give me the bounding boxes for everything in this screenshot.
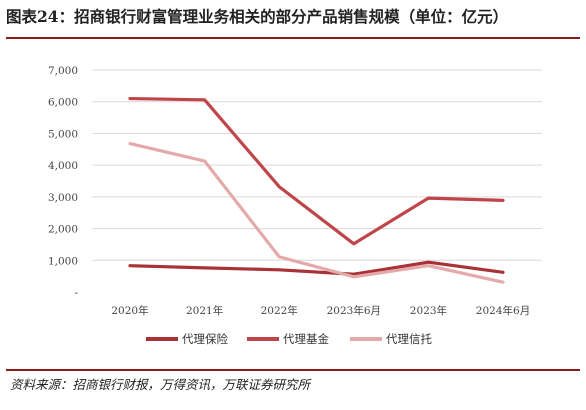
series-lines <box>128 96 505 284</box>
series-line <box>128 96 505 246</box>
y-axis-ticks: - 1,000 2,000 3,000 4,000 5,000 6,000 7,000 <box>48 65 79 299</box>
line-chart: - 1,000 2,000 3,000 4,000 5,000 6,000 7,000 202… <box>48 65 542 346</box>
y-tick-label: 6,000 <box>48 97 78 109</box>
source-divider <box>6 369 580 371</box>
y-tick-label: 3,000 <box>48 192 78 204</box>
x-axis-ticks: 2020年 2021年 2022年 2023年6月 2023年 2024年6月 <box>111 304 530 317</box>
x-tick-label: 2023年 <box>410 304 447 317</box>
y-tick-label: - <box>74 287 78 299</box>
y-tick-label: 4,000 <box>48 160 78 172</box>
y-tick-label: 5,000 <box>48 128 78 140</box>
legend-label: 代理基金 <box>283 332 329 346</box>
series-line <box>128 141 505 284</box>
legend-label: 代理信托 <box>386 332 432 346</box>
x-tick-label: 2024年6月 <box>476 304 530 317</box>
page-title: 图表24：招商银行财富管理业务相关的部分产品销售规模（单位：亿元） <box>6 7 509 26</box>
y-tick-label: 7,000 <box>48 65 78 77</box>
title-divider <box>6 37 580 39</box>
x-tick-label: 2021年 <box>186 304 223 317</box>
grid-lines <box>92 69 542 261</box>
y-tick-label: 2,000 <box>48 224 78 236</box>
y-tick-label: 1,000 <box>48 255 78 267</box>
source-note: 资料来源：招商银行财报，万得资讯，万联证券研究所 <box>10 377 311 392</box>
series-line <box>128 260 505 276</box>
x-tick-label: 2022年 <box>261 304 298 317</box>
x-tick-label: 2023年6月 <box>327 304 381 317</box>
x-tick-label: 2020年 <box>111 304 148 317</box>
legend-label: 代理保险 <box>182 332 228 346</box>
legend: 代理保险 代理基金 代理信托 <box>146 332 432 346</box>
